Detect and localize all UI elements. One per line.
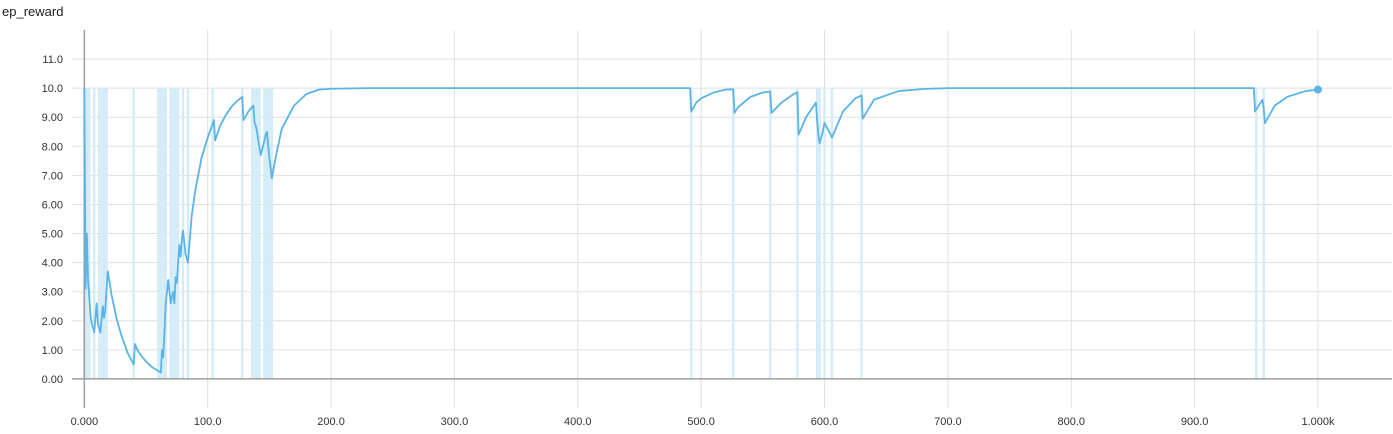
y-tick-label-3: 3.00 (42, 287, 63, 299)
y-axis-tick-labels: 0.00 1.00 2.00 3.00 4.00 5.00 6.00 7.00 8.00 9.00… (42, 54, 63, 386)
x-tick-label-8: 800.0 (1057, 416, 1085, 428)
raw-data-bar-4 (97, 88, 101, 379)
raw-data-bar-27 (268, 88, 271, 379)
raw-data-bar-20 (241, 88, 244, 379)
raw-data-bar-5 (100, 88, 103, 379)
raw-data-bar-36 (830, 88, 834, 379)
y-tick-label-0: 0.00 (42, 374, 63, 386)
x-tick-label-9: 900.0 (1181, 416, 1209, 428)
raw-data-bar-12 (164, 88, 167, 379)
x-tick-label-0: 0.000 (71, 416, 99, 428)
raw-data-bar-37 (860, 88, 863, 379)
x-tick-label-6: 600.0 (811, 416, 839, 428)
series-layer (83, 87, 1319, 374)
y-tick-label-11: 11.0 (42, 54, 63, 66)
raw-data-bar-2 (88, 88, 91, 379)
raw-data-bar-23 (255, 88, 259, 379)
raw-data-bar-9 (157, 88, 160, 379)
raw-data-bar-13 (169, 88, 172, 379)
y-tick-label-6: 6.00 (42, 199, 63, 211)
y-tick-label-4: 4.00 (42, 258, 63, 270)
y-tick-label-9: 9.00 (42, 112, 63, 124)
raw-data-bar-30 (732, 88, 735, 379)
raw-data-bar-18 (186, 88, 190, 379)
raw-data-bar-38 (1255, 88, 1258, 379)
x-tick-label-2: 200.0 (317, 416, 345, 428)
y-tick-label-8: 8.00 (42, 141, 63, 153)
y-tick-label-5: 5.00 (42, 229, 63, 241)
raw-data-bar-33 (815, 88, 819, 379)
x-tick-label-5: 500.0 (687, 416, 715, 428)
x-tick-label-3: 300.0 (441, 416, 469, 428)
raw-data-bar-11 (162, 88, 165, 379)
raw-data-bar-39 (1262, 88, 1265, 379)
raw-data-bar-26 (265, 88, 269, 379)
x-tick-label-7: 700.0 (934, 416, 962, 428)
raw-data-bar-34 (818, 88, 821, 379)
raw-data-bar-25 (263, 88, 266, 379)
y-tick-label-1: 1.00 (42, 345, 63, 357)
x-tick-label-4: 400.0 (564, 416, 592, 428)
raw-data-bar-31 (769, 88, 772, 379)
x-tick-label-10: 1.000k (1301, 416, 1335, 428)
y-tick-label-7: 7.00 (42, 170, 63, 182)
raw-data-bar-32 (796, 88, 799, 379)
raw-data-bar-15 (174, 88, 177, 379)
series-line-0 (83, 87, 1319, 374)
raw-data-bar-16 (176, 88, 180, 379)
hover-data-point[interactable] (1313, 85, 1322, 94)
raw-data-bar-29 (690, 88, 693, 379)
y-tick-label-2: 2.00 (42, 316, 63, 328)
x-axis-tick-labels: 0.000 100.0 200.0 300.0 400.0 500.0 600.0 700.0… (71, 416, 1335, 428)
raw-data-bar-7 (105, 88, 108, 379)
raw-data-bar-3 (93, 88, 96, 379)
raw-data-bar-14 (171, 88, 175, 379)
x-tick-label-1: 100.0 (194, 416, 222, 428)
raw-data-bar-10 (159, 88, 163, 379)
raw-data-bar-6 (102, 88, 106, 379)
raw-data-bar-28 (270, 88, 274, 379)
y-tick-label-10: 10.0 (42, 83, 63, 95)
raw-data-bar-8 (132, 88, 135, 379)
raw-data-bar-22 (253, 88, 256, 379)
raw-data-bar-35 (823, 88, 826, 379)
chart-title: ep_reward (2, 4, 64, 19)
raw-data-bar-19 (211, 88, 214, 379)
raw-data-bar-21 (250, 88, 254, 379)
raw-data-bar-24 (258, 88, 261, 379)
